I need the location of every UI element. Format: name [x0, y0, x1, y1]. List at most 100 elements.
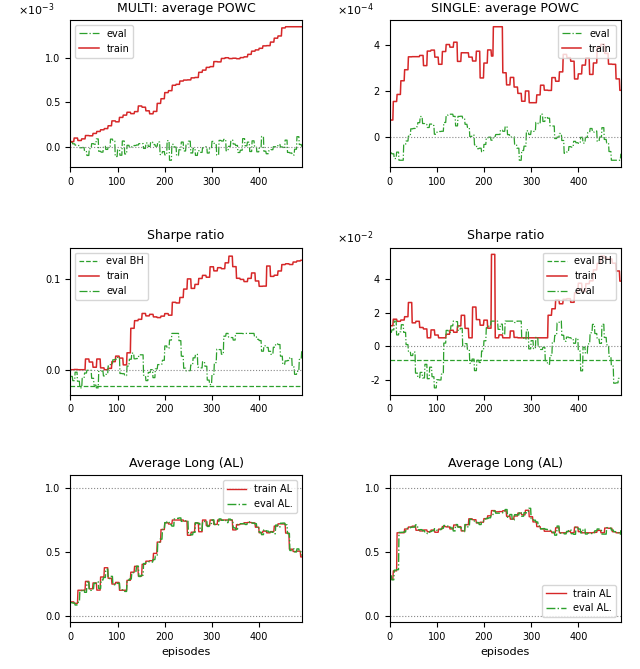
eval [195, 363, 203, 371]
eval [616, 375, 624, 383]
eval AL. [302, 553, 310, 561]
train [499, 331, 506, 339]
train AL [195, 528, 203, 536]
train AL [386, 575, 394, 583]
train [297, 23, 305, 31]
train AL [522, 506, 529, 514]
eval [445, 110, 452, 118]
eval [390, 317, 398, 325]
eval AL. [260, 526, 268, 534]
eval [179, 138, 187, 146]
train [207, 63, 214, 71]
eval [168, 329, 176, 337]
train [579, 61, 587, 69]
eval AL. [179, 517, 187, 525]
Legend: eval BH, train, eval: eval BH, train, eval [76, 253, 148, 300]
train [194, 280, 202, 288]
eval BH [579, 355, 586, 363]
train [424, 334, 431, 342]
eval [500, 127, 508, 135]
eval BH [179, 382, 186, 390]
eval [621, 138, 629, 147]
Line: eval AL.: eval AL. [390, 508, 625, 580]
train AL [302, 563, 310, 571]
train [580, 288, 588, 296]
Line: train: train [390, 254, 625, 338]
Title: Sharpe ratio: Sharpe ratio [147, 229, 225, 242]
train [490, 23, 497, 31]
train [301, 250, 308, 258]
eval [386, 149, 394, 157]
eval AL. [388, 576, 396, 584]
train [260, 42, 268, 50]
X-axis label: episodes: episodes [161, 648, 211, 658]
eval [499, 126, 506, 134]
train [488, 250, 495, 258]
train [302, 250, 310, 258]
eval BH [526, 355, 534, 363]
eval BH [497, 355, 505, 363]
train [296, 257, 304, 265]
train AL [179, 516, 187, 524]
train [514, 83, 522, 91]
eval AL. [499, 508, 507, 516]
eval [514, 145, 522, 153]
train AL [526, 512, 534, 520]
Line: eval: eval [70, 136, 306, 161]
eval [180, 364, 188, 372]
train [207, 263, 214, 271]
train AL [67, 598, 74, 606]
eval [67, 138, 74, 146]
eval BH [67, 382, 74, 390]
eval [260, 342, 268, 350]
train AL [616, 529, 624, 537]
Legend: train AL, eval AL.: train AL, eval AL. [542, 585, 616, 617]
eval [386, 328, 394, 337]
eval [166, 157, 173, 165]
eval [302, 143, 310, 151]
train [526, 99, 534, 107]
eval [395, 157, 403, 165]
Legend: eval BH, train, eval: eval BH, train, eval [543, 253, 616, 300]
train [179, 294, 186, 302]
Title: MULTI: average POWC: MULTI: average POWC [116, 2, 255, 15]
train [500, 334, 508, 342]
eval BH [616, 355, 623, 363]
train AL [513, 512, 521, 520]
eval BH [302, 382, 310, 390]
train AL [180, 517, 188, 525]
eval [258, 132, 266, 140]
eval BH [260, 382, 268, 390]
train AL [260, 527, 268, 535]
eval [580, 139, 588, 147]
train AL [579, 529, 587, 537]
train AL [70, 599, 78, 607]
train [621, 290, 629, 298]
eval AL. [386, 572, 394, 580]
Legend: eval, train: eval, train [76, 25, 133, 58]
eval AL. [616, 531, 624, 539]
eval [76, 384, 84, 392]
eval [67, 373, 74, 381]
eval [616, 157, 624, 165]
eval BH [386, 355, 394, 363]
Title: Average Long (AL): Average Long (AL) [129, 457, 244, 470]
eval [621, 384, 629, 392]
eval AL. [498, 509, 506, 517]
Line: train AL: train AL [70, 520, 306, 603]
eval AL. [71, 601, 79, 609]
train AL [497, 508, 505, 516]
eval [500, 330, 508, 339]
eval AL. [527, 504, 534, 512]
eval BH [207, 382, 214, 390]
eval [580, 343, 588, 351]
eval AL. [195, 519, 203, 527]
train [386, 322, 394, 330]
eval AL. [67, 599, 74, 607]
Legend: train AL, eval AL.: train AL, eval AL. [223, 480, 297, 513]
Line: eval: eval [390, 114, 625, 161]
train AL [207, 516, 215, 524]
eval BH [194, 382, 202, 390]
Text: $\times10^{-2}$: $\times10^{-2}$ [337, 229, 373, 246]
eval AL. [525, 504, 532, 512]
